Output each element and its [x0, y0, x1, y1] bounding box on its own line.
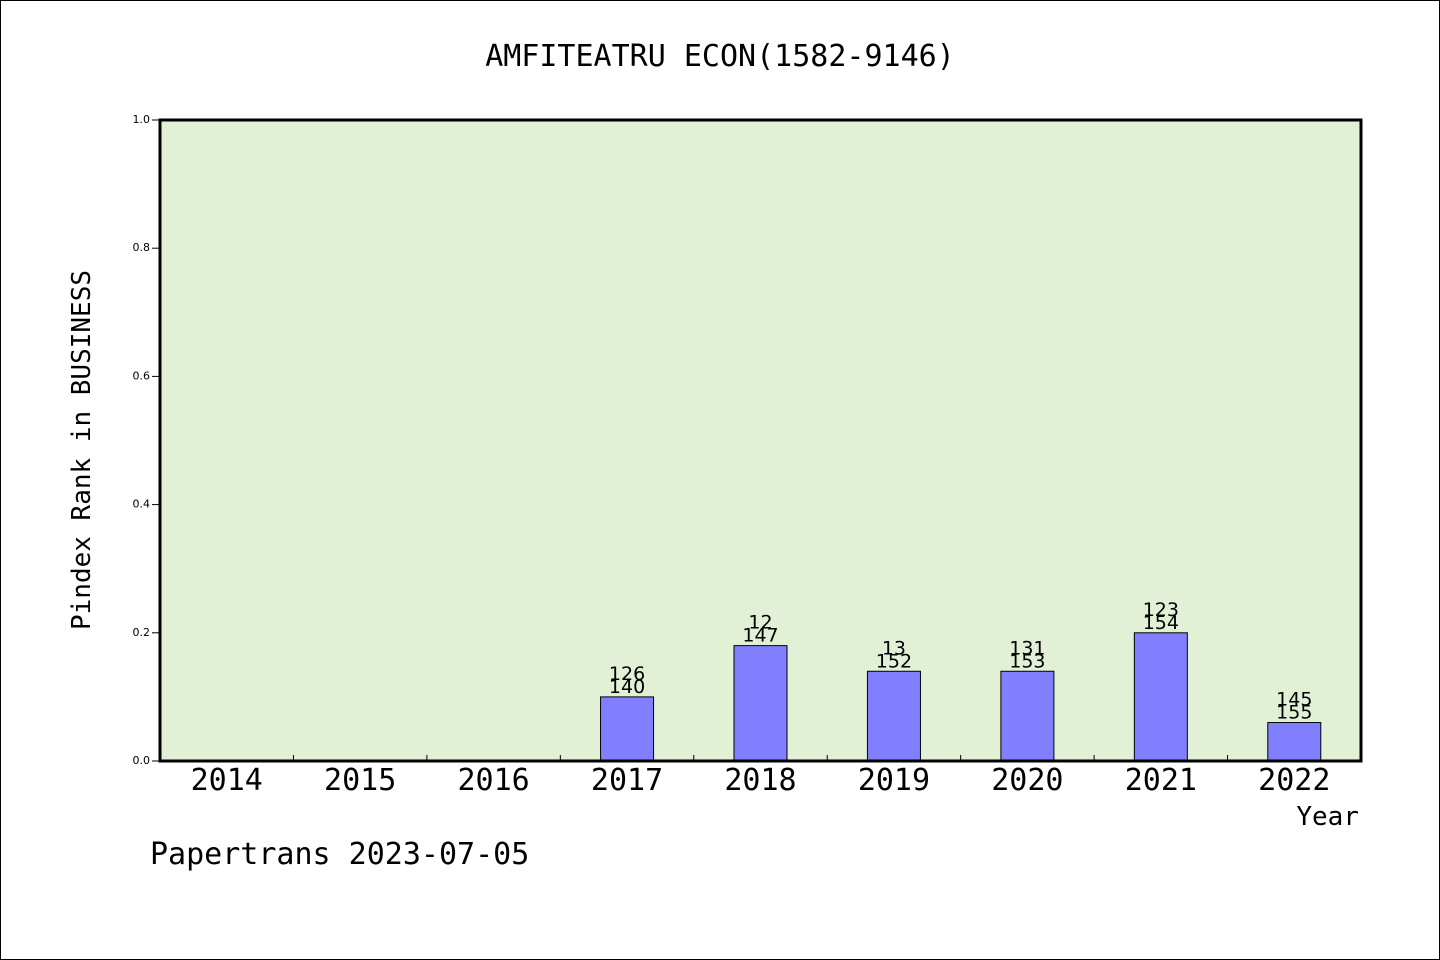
- y-axis-label: Pindex Rank in BUSINESS: [67, 270, 97, 630]
- y-axis: 0.0 0.2 0.4 0.6 0.8 1.0: [133, 113, 160, 767]
- bar-label-bottom: 155: [1276, 702, 1312, 724]
- x-tick-label: 2014: [191, 763, 263, 798]
- y-tick-label: 0.0: [133, 754, 151, 767]
- bar-label-bottom: 147: [742, 625, 778, 647]
- bar-2017: [600, 696, 655, 762]
- bar-label-bottom: 140: [609, 676, 645, 698]
- y-tick-label: 1.0: [133, 113, 151, 126]
- y-tick-label: 0.6: [133, 369, 151, 382]
- plot-border: [158, 118, 1363, 763]
- bar-label-bottom: 152: [876, 650, 912, 672]
- bar-label-bottom: 154: [1143, 612, 1179, 634]
- bar-2022: [1267, 722, 1322, 762]
- x-tick-label: 2019: [858, 763, 930, 798]
- chart-title: AMFITEATRU ECON(1582-9146): [485, 39, 955, 74]
- x-axis: 2014 2015 2016 2017 2018 2019 2020 2021 2022: [191, 755, 1330, 798]
- y-tick-label: 0.4: [133, 498, 151, 511]
- bar-label-top: 145: [1276, 689, 1312, 711]
- x-tick-label: 2020: [991, 763, 1063, 798]
- x-tick-label: 2018: [724, 763, 796, 798]
- bar-2021: [1133, 632, 1188, 762]
- x-tick-label: 2015: [324, 763, 396, 798]
- bar-label-top: 126: [609, 663, 645, 685]
- bar-2018: [733, 645, 788, 762]
- x-tick-label: 2021: [1125, 763, 1197, 798]
- footer-credit: Papertrans 2023-07-05: [150, 837, 529, 872]
- bar-label-top: 12: [748, 612, 772, 634]
- x-tick-label: 2022: [1258, 763, 1330, 798]
- y-tick-label: 0.8: [133, 241, 151, 254]
- bar-2020: [1000, 670, 1055, 762]
- x-axis-label: Year: [1296, 802, 1359, 832]
- y-tick-label: 0.2: [133, 626, 151, 639]
- x-tick-label: 2016: [457, 763, 529, 798]
- bar-label-bottom: 153: [1009, 650, 1045, 672]
- bars: [600, 632, 1322, 762]
- bar-label-top: 13: [882, 637, 906, 659]
- bar-label-top: 123: [1143, 599, 1179, 621]
- x-tick-label: 2017: [591, 763, 663, 798]
- bar-label-top: 131: [1009, 637, 1045, 659]
- bar-2019: [866, 670, 921, 762]
